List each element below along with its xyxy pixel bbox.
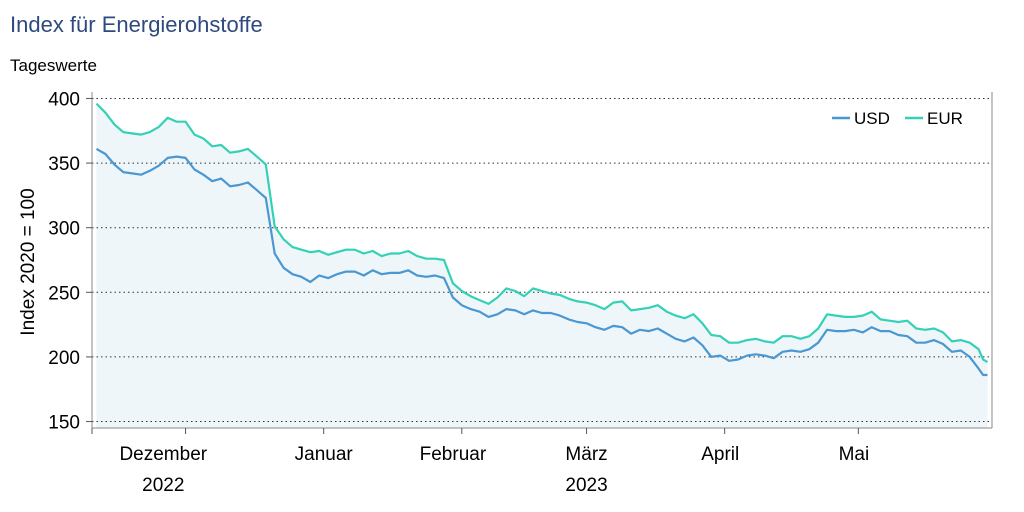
series-layer xyxy=(95,102,989,377)
x-year-label-2023: 2023 xyxy=(565,475,607,496)
y-tick-label-150: 150 xyxy=(48,413,80,434)
legend-label-eur: EUR xyxy=(927,109,963,128)
y-tick-label-200: 200 xyxy=(48,348,80,369)
x-tick-label-januar: Januar xyxy=(295,444,354,465)
y-tick-label-350: 350 xyxy=(48,154,80,175)
x-tick-label-april: April xyxy=(701,444,739,465)
x-axis: Dezember Januar Februar März April Mai 2022 202… xyxy=(91,428,870,496)
x-tick-label-februar: Februar xyxy=(420,444,487,465)
chart-title: Index für Energierohstoffe xyxy=(10,12,263,37)
x-tick-label-dezember: Dezember xyxy=(119,444,207,465)
x-tick-label-märz: März xyxy=(565,444,607,465)
series-line-usd xyxy=(95,147,988,377)
series-line-eur xyxy=(95,102,989,364)
y-tick-label-400: 400 xyxy=(48,89,80,110)
chart-subtitle: Tageswerte xyxy=(10,56,97,75)
y-axis: 150 200 250 300 350 400 xyxy=(48,89,92,434)
gridlines xyxy=(92,97,992,423)
y-axis-label: Index 2020 = 100 xyxy=(18,188,39,335)
area-fill xyxy=(96,103,988,428)
area-fill-layer xyxy=(96,103,988,428)
legend: USD EUR xyxy=(832,109,963,128)
legend-label-usd: USD xyxy=(854,109,890,128)
y-tick-label-300: 300 xyxy=(48,219,80,240)
x-year-label-2022: 2022 xyxy=(142,475,184,496)
y-tick-label-250: 250 xyxy=(48,283,80,304)
x-tick-label-mai: Mai xyxy=(839,444,870,465)
plot-frame xyxy=(91,92,993,429)
